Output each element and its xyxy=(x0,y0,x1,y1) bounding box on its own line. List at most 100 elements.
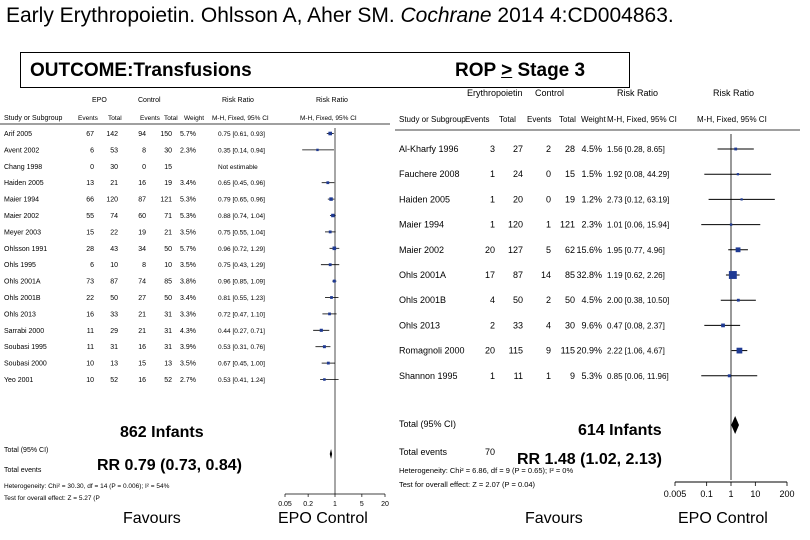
left-control-events: 16 xyxy=(138,344,146,351)
left-total-events-label: Total events xyxy=(4,467,42,474)
right-epo-total: 24 xyxy=(513,169,523,179)
right-control-events: 4 xyxy=(546,320,551,330)
right-epo-total: 127 xyxy=(508,245,523,255)
right-control-events: 14 xyxy=(541,270,551,280)
right-epo-events: 20 xyxy=(485,245,495,255)
right-epo-control-label: EPO Control xyxy=(678,510,768,527)
right-study-name: Ohls 2013 xyxy=(399,320,440,330)
left-weight: 3.5% xyxy=(180,262,196,269)
left-epo-total: 10 xyxy=(110,262,118,269)
right-header-rr-text: Risk Ratio xyxy=(617,88,658,98)
left-study-name: Maier 2002 xyxy=(4,213,39,220)
right-epo-total: 20 xyxy=(513,194,523,204)
left-weight: 3.4% xyxy=(180,180,196,187)
left-point-estimate xyxy=(323,378,326,381)
left-header-study: Study or Subgroup xyxy=(4,115,62,122)
right-rr-ci: 1.19 [0.62, 2.26] xyxy=(607,271,665,280)
left-study-name: Avent 2002 xyxy=(4,147,39,154)
right-epo-total: 33 xyxy=(513,320,523,330)
right-epo-events: 17 xyxy=(485,270,495,280)
right-header-control: Control xyxy=(535,88,564,98)
right-overall-effect: Test for overall effect: Z = 2.07 (P = 0… xyxy=(399,480,536,489)
right-control-events: 2 xyxy=(546,144,551,154)
right-epo-events: 20 xyxy=(485,346,495,356)
left-epo-events: 16 xyxy=(86,311,94,318)
right-epo-events: 1 xyxy=(490,220,495,230)
left-study-name: Sarrabi 2000 xyxy=(4,328,44,335)
left-epo-events: 11 xyxy=(87,328,94,335)
right-weight: 4.5% xyxy=(581,295,602,305)
right-heterogeneity: Heterogeneity: Chi² = 6.86, df = 9 (P = … xyxy=(399,466,573,475)
left-rr-ci: 0.75 [0.43, 1.29] xyxy=(218,262,265,269)
left-control-events: 8 xyxy=(142,262,146,269)
right-subheader: M-H, Fixed, 95% CI xyxy=(607,115,677,124)
left-weight: 3.5% xyxy=(180,361,196,368)
left-epo-total: 50 xyxy=(110,295,118,302)
right-axis-tick-label: 10 xyxy=(750,489,760,499)
left-weight: 5.3% xyxy=(180,213,196,220)
left-control-total: 150 xyxy=(160,131,172,138)
left-epo-total: 142 xyxy=(106,131,118,138)
right-rr-ci: 0.85 [0.06, 11.96] xyxy=(607,372,669,381)
left-study-name: Soubasi 1995 xyxy=(4,344,47,351)
left-epo-total: 33 xyxy=(110,311,118,318)
left-point-estimate xyxy=(332,279,336,283)
left-control-total: 13 xyxy=(164,361,172,368)
left-control-events: 60 xyxy=(138,213,146,220)
left-point-estimate xyxy=(331,213,335,218)
left-weight: 3.5% xyxy=(180,229,196,236)
right-infants-count: 614 Infants xyxy=(578,422,662,439)
left-epo-events: 6 xyxy=(90,147,94,154)
left-rr-ci: 0.81 [0.55, 1.23] xyxy=(218,295,265,302)
right-point-estimate xyxy=(728,271,737,279)
left-control-total: 21 xyxy=(164,229,172,236)
left-overall-effect: Test for overall effect: Z = 5.27 (P xyxy=(4,495,100,502)
right-rr-ci: 0.47 [0.08, 2.37] xyxy=(607,321,665,330)
left-header-rr-text: Risk Ratio xyxy=(222,97,254,104)
right-point-estimate xyxy=(735,247,741,253)
left-epo-events: 0 xyxy=(90,164,94,171)
right-epo-total: 11 xyxy=(514,371,523,381)
left-control-total: 85 xyxy=(164,279,172,286)
left-epo-total: 29 xyxy=(110,328,118,335)
left-header-control: Control xyxy=(138,97,161,104)
left-point-estimate xyxy=(332,246,337,251)
left-rr-ci: 0.44 [0.27, 0.71] xyxy=(218,328,265,335)
left-control-events: 27 xyxy=(138,295,146,302)
left-header-epo: EPO xyxy=(92,97,107,104)
right-rr-ci: 2.00 [0.38, 10.50] xyxy=(607,296,669,305)
left-epo-events: 73 xyxy=(86,279,94,286)
left-point-estimate xyxy=(322,345,326,349)
right-rr-summary: RR 1.48 (1.02, 2.13) xyxy=(517,451,662,468)
left-subheader: M-H, Fixed, 95% CI xyxy=(212,115,269,122)
left-control-total: 30 xyxy=(164,147,172,154)
right-study-name: Haiden 2005 xyxy=(399,194,450,204)
right-control-total: 9 xyxy=(570,371,575,381)
right-epo-total: 87 xyxy=(513,270,523,280)
right-rr-ci: 1.56 [0.28, 8.65] xyxy=(607,145,665,154)
left-control-total: 31 xyxy=(164,344,172,351)
left-study-name: Yeo 2001 xyxy=(4,377,33,384)
right-header-rr-plot: Risk Ratio xyxy=(713,88,754,98)
right-rr-ci: 1.01 [0.06, 15.94] xyxy=(607,221,669,230)
rop-symbol: > xyxy=(501,60,513,81)
left-epo-total: 43 xyxy=(110,246,118,253)
left-rr-ci: 0.53 [0.41, 1.24] xyxy=(218,377,265,384)
left-rr-ci: 0.75 [0.55, 1.04] xyxy=(218,229,265,236)
right-control-total: 15 xyxy=(565,169,575,179)
right-axis-tick-label: 0.1 xyxy=(700,489,713,499)
left-weight: 2.7% xyxy=(180,377,196,384)
right-header-epo: Erythropoietin xyxy=(467,88,523,98)
left-axis-tick-label: 5 xyxy=(360,501,364,508)
left-point-estimate xyxy=(326,181,330,185)
left-epo-total: 21 xyxy=(110,180,118,187)
left-control-events: 94 xyxy=(138,131,146,138)
left-control-events: 21 xyxy=(138,311,146,318)
left-weight: 4.3% xyxy=(180,328,196,335)
right-study-name: Al-Kharfy 1996 xyxy=(399,144,459,154)
left-point-estimate xyxy=(328,131,332,136)
left-control-events: 19 xyxy=(138,229,146,236)
left-forest-plot: Study or Subgroup EPO Control Risk Ratio Ris… xyxy=(0,97,390,527)
left-epo-total: 120 xyxy=(106,197,118,204)
right-rr-ci: 2.22 [1.06, 4.67] xyxy=(607,347,665,356)
